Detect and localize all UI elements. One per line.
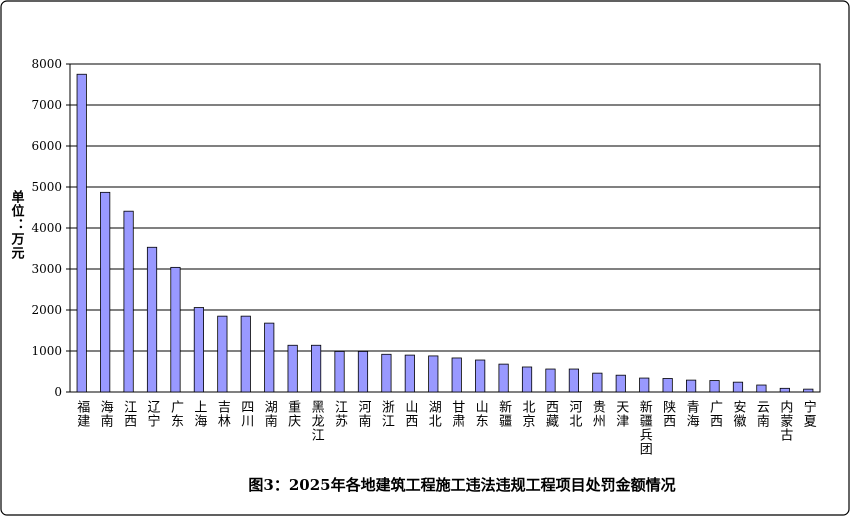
bar <box>357 351 369 393</box>
bar <box>521 366 533 393</box>
x-tick-label: 宁夏 <box>801 399 817 428</box>
x-tick-label: 山东 <box>473 400 489 428</box>
y-axis-label: 单位：万元 <box>9 189 26 260</box>
bar <box>498 363 509 393</box>
bar <box>334 351 345 393</box>
x-tick-label: 河北 <box>566 400 582 428</box>
plot-border <box>69 63 821 393</box>
x-tick-label: 四川 <box>238 400 254 428</box>
bar <box>756 384 767 393</box>
y-tick-label: 8000 <box>31 57 62 71</box>
chart-title: 图3：2025年各地建筑工程施工违法违规工程项目处罚金额情况 <box>248 476 675 494</box>
x-tick-label: 陕西 <box>660 400 676 428</box>
x-tick-label: 上海 <box>191 400 207 428</box>
bar <box>404 354 415 393</box>
x-tick-label: 重庆 <box>285 399 301 428</box>
bar <box>217 315 228 393</box>
y-tick-label: 5000 <box>31 180 62 194</box>
x-tick-label: 北京 <box>520 400 536 428</box>
x-tick-label: 辽宁 <box>145 400 161 428</box>
y-tick-label: 1000 <box>31 344 62 358</box>
bar <box>170 266 181 393</box>
x-tick-label: 黑龙江 <box>309 400 325 442</box>
y-tick-label: 2000 <box>31 303 62 317</box>
bar <box>732 381 744 393</box>
bar <box>615 374 626 393</box>
x-tick-label: 福建 <box>74 400 90 428</box>
bar <box>568 368 579 393</box>
x-tick-label: 湖北 <box>426 400 442 428</box>
bar <box>287 344 298 393</box>
bar <box>240 315 251 393</box>
x-tick-label: 河南 <box>355 400 371 428</box>
y-tick-label: 7000 <box>31 98 62 112</box>
x-tick-label: 新疆兵团 <box>637 399 653 456</box>
bar <box>686 379 697 393</box>
bar <box>475 359 486 393</box>
x-tick-label: 新疆 <box>496 399 512 428</box>
bar <box>123 210 134 393</box>
bar <box>100 191 111 393</box>
y-tick-label: 3000 <box>31 262 62 276</box>
bar <box>545 368 556 393</box>
x-tick-label: 贵州 <box>590 400 606 428</box>
bar <box>76 73 87 393</box>
bar <box>193 307 204 393</box>
x-tick-label: 山西 <box>402 400 418 428</box>
y-tick-label: 0 <box>54 385 62 399</box>
y-tick-label: 6000 <box>31 139 62 153</box>
x-tick-label: 内蒙古 <box>777 399 793 442</box>
bar <box>428 355 439 393</box>
x-tick-label: 广东 <box>168 400 184 428</box>
x-tick-label: 海南 <box>98 400 114 428</box>
x-tick-label: 安徽 <box>730 400 746 428</box>
x-tick-label: 浙江 <box>379 400 395 428</box>
x-tick-label: 云南 <box>754 400 770 428</box>
x-tick-label: 吉林 <box>215 400 231 428</box>
bar <box>779 387 790 393</box>
x-tick-label: 甘肃 <box>449 400 465 428</box>
bar <box>803 388 814 393</box>
bar <box>451 357 462 393</box>
bar <box>592 372 603 393</box>
bar <box>639 377 650 393</box>
bar <box>311 344 322 393</box>
bar <box>264 322 275 393</box>
bar <box>146 246 158 393</box>
x-tick-label: 江苏 <box>332 400 348 428</box>
x-tick-label: 广西 <box>707 400 723 428</box>
bar <box>662 378 673 393</box>
bar <box>709 380 720 393</box>
x-tick-label: 青海 <box>684 400 700 428</box>
x-tick-label: 天津 <box>613 400 629 428</box>
x-tick-label: 江西 <box>121 400 137 428</box>
x-tick-label: 湖南 <box>262 400 278 428</box>
y-tick-label: 4000 <box>31 221 62 235</box>
bar <box>381 353 392 393</box>
x-tick-label: 西藏 <box>543 400 559 428</box>
